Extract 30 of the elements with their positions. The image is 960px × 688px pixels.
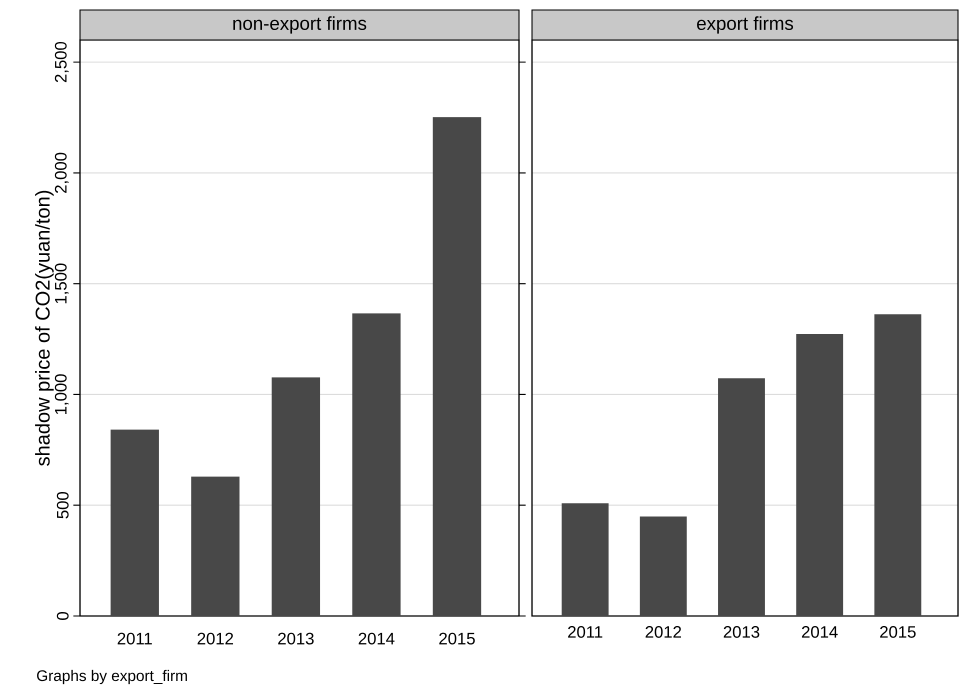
chart-title: export firms <box>697 16 794 34</box>
bar <box>562 503 609 616</box>
y-tick-label: 2,000 <box>54 152 69 193</box>
x-tick-label: 2011 <box>568 626 602 638</box>
bar <box>640 516 687 616</box>
x-tick-label: 2014 <box>358 632 394 645</box>
bar <box>874 314 922 616</box>
text: Graphs by export_firm <box>37 670 187 684</box>
y-tick-label: 1,000 <box>54 374 69 414</box>
x-tick-label: 2011 <box>118 632 152 645</box>
bar <box>718 378 765 616</box>
x-tick-label: 2015 <box>880 626 916 638</box>
bar <box>432 117 482 616</box>
x-tick-label: 2013 <box>278 632 314 645</box>
x-tick-label: 2012 <box>198 632 234 645</box>
bar <box>191 476 240 616</box>
bar <box>352 313 401 616</box>
y-tick-label: 500 <box>56 492 69 518</box>
bar <box>272 377 320 616</box>
y-tick-label: 0 <box>56 612 69 620</box>
x-tick-label: 2015 <box>439 632 475 645</box>
x-tick-label: 2014 <box>802 626 838 638</box>
x-tick-label: 2012 <box>646 626 682 638</box>
chart-title: non-export firms <box>233 16 366 34</box>
bar <box>110 430 159 616</box>
y-tick-label: 2,500 <box>54 42 69 82</box>
y-axis-title: shadow price of CO2(yuan/ton) <box>35 190 54 466</box>
y-tick-label: 1,500 <box>54 263 69 304</box>
x-tick-label: 2013 <box>724 626 760 638</box>
bar <box>796 334 844 616</box>
